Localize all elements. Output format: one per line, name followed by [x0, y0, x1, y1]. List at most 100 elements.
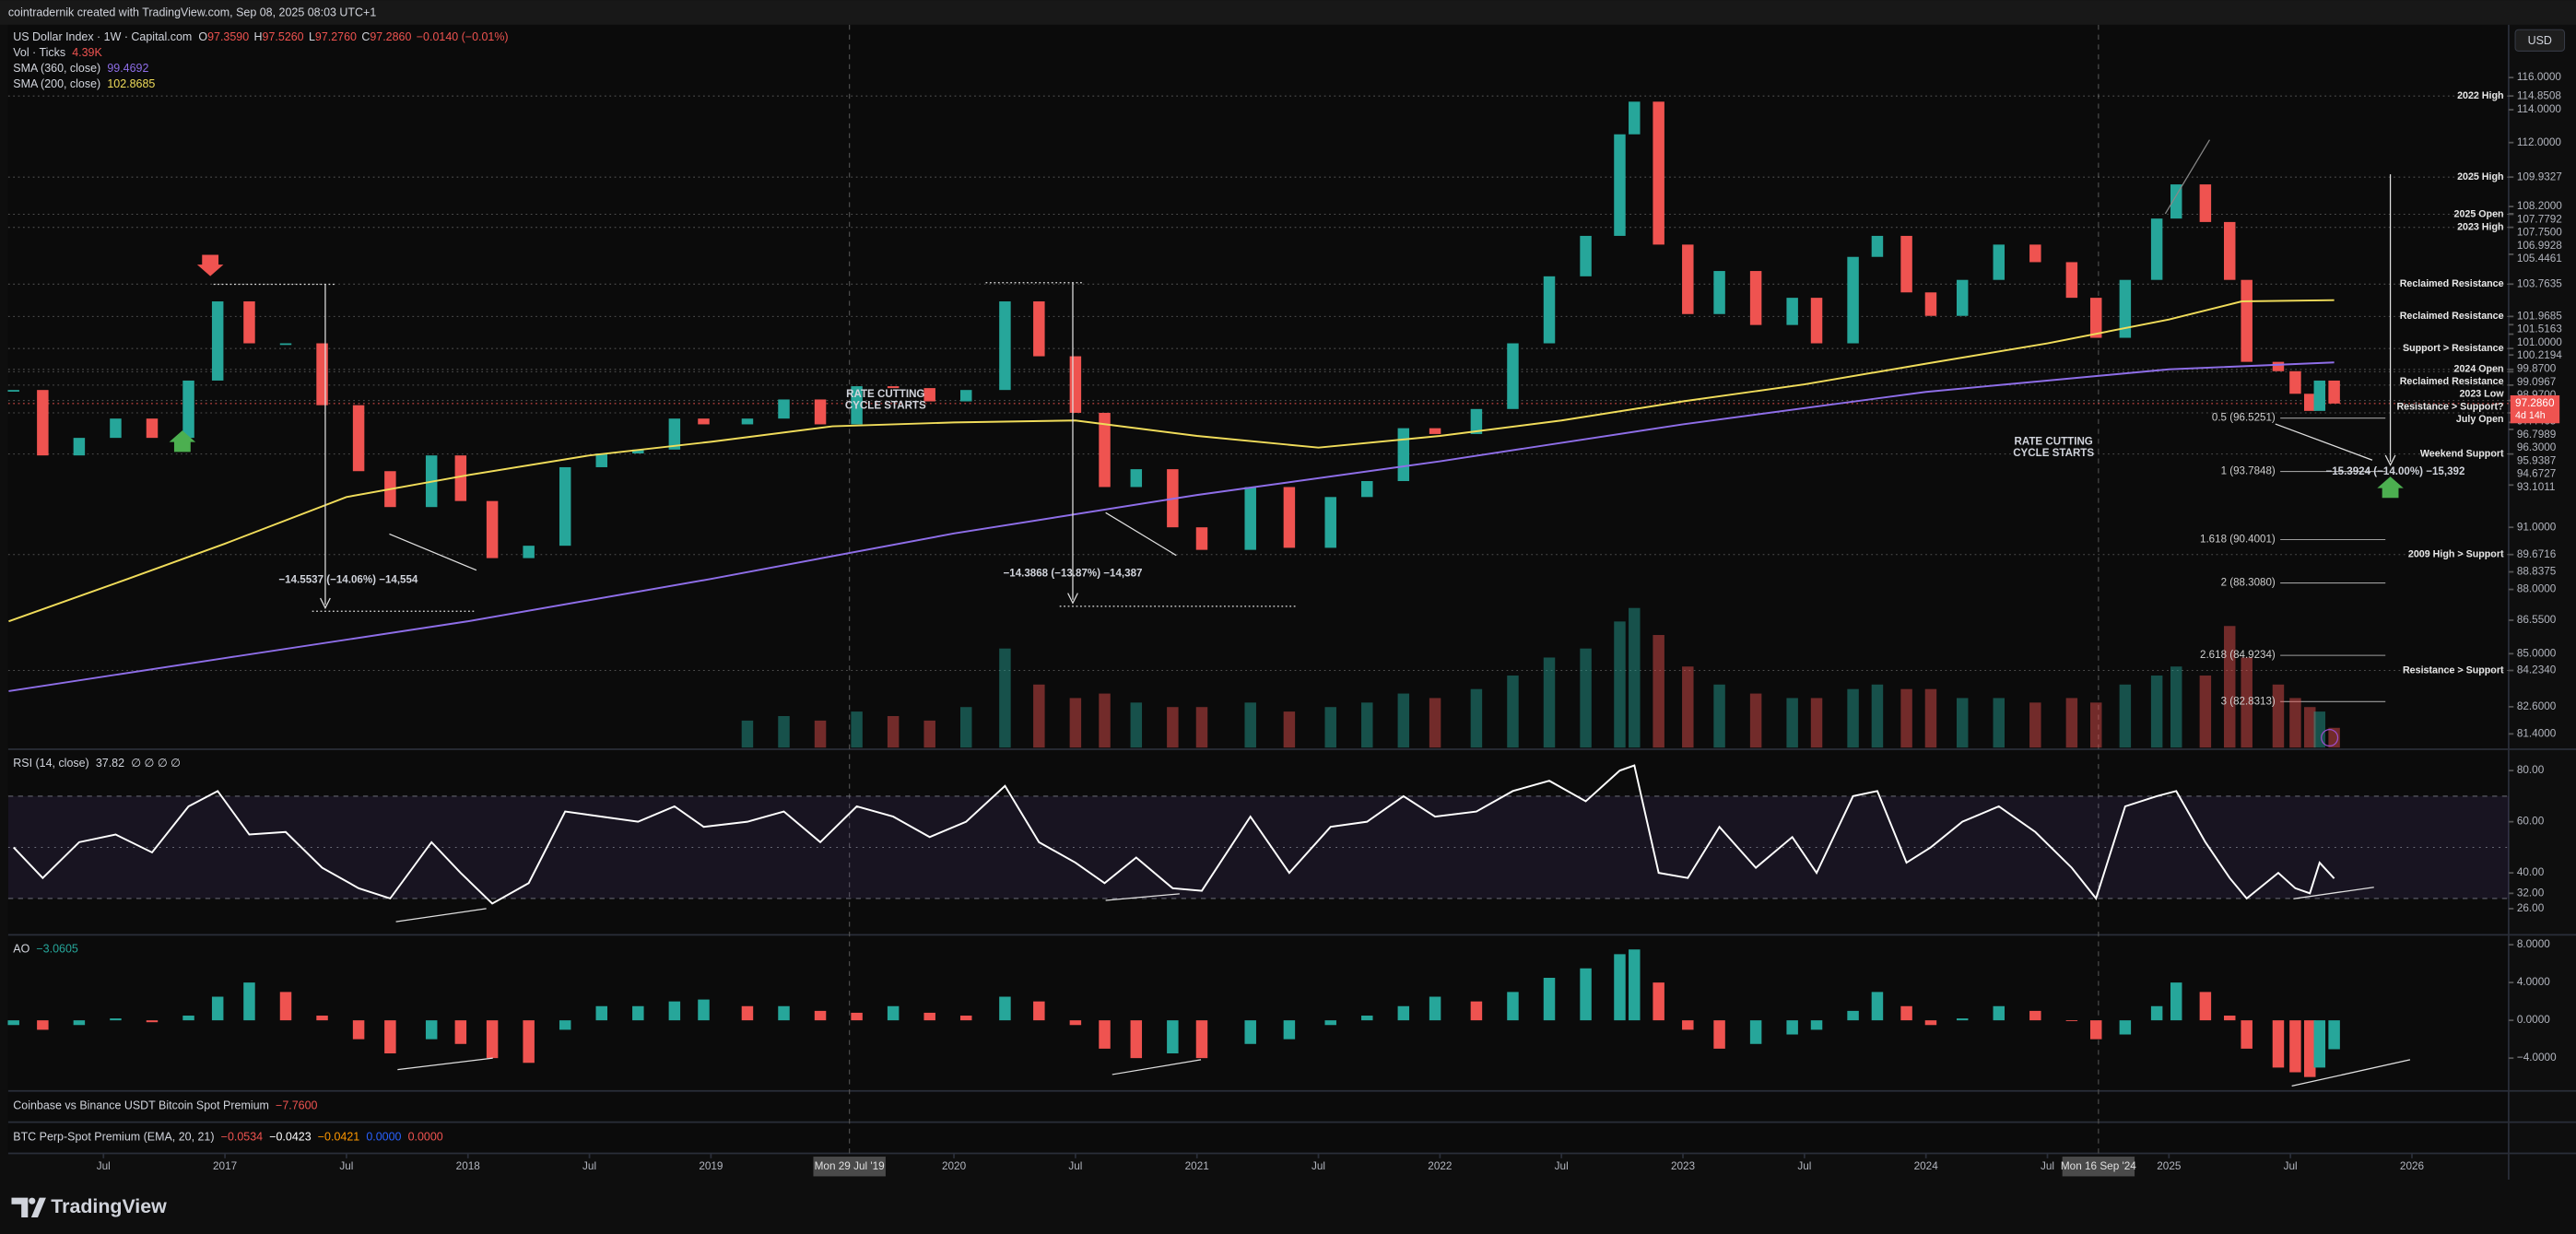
ao-bar: [279, 992, 292, 1021]
y-tick-label: 94.6727: [2517, 468, 2556, 480]
header-text: cointradernik created with TradingView.c…: [8, 6, 376, 19]
ao-bar: [384, 1020, 396, 1054]
ao-bar: [999, 996, 1011, 1021]
annotation: CYCLE STARTS: [2013, 448, 2094, 459]
ao-bar: [2313, 1020, 2326, 1068]
volume-bar: [2241, 657, 2253, 748]
axes: Jul 2017 Jul 2018 Jul 2019 2020 Jul 2021 Jul 2022 J…: [97, 71, 2562, 1177]
event-icon[interactable]: [2321, 728, 2339, 747]
legend-line: US Dollar Index · 1W · Capital.com O97.35…: [13, 30, 508, 43]
candle: [2328, 380, 2340, 404]
ao-bar: [2289, 1020, 2301, 1073]
volume-bar: [1470, 688, 1483, 748]
ao-bar: [923, 1012, 935, 1021]
ao-bar: [632, 1005, 644, 1021]
divergence-line: [2293, 887, 2374, 899]
ao-bar: [1924, 1020, 1937, 1026]
volume-bar: [2089, 702, 2102, 748]
ao-bar: [1244, 1020, 1256, 1044]
x-tick-label: 2020: [942, 1160, 967, 1172]
x-tick-label: Jul: [1068, 1160, 1082, 1172]
volume-bar: [1900, 688, 1912, 748]
annotation: RATE CUTTING: [2014, 437, 2092, 448]
ao-bar: [523, 1020, 535, 1064]
candle: [1033, 301, 1045, 357]
ao-bar: [2224, 1016, 2236, 1021]
legend-part: 37.82: [96, 757, 124, 770]
x-tick-label: 2025: [2157, 1160, 2182, 1172]
ao-bar: [851, 1012, 863, 1021]
candle: [1283, 487, 1296, 548]
ao-bar: [1099, 1020, 1111, 1049]
legend-part: SMA (360, close): [13, 62, 100, 75]
data-layer: 2022 High 2025 High 2025 Open 2023 High Recl…: [7, 90, 2504, 1077]
candle: [1361, 480, 1373, 498]
y-tick-label: 106.9928: [2517, 240, 2562, 252]
candle: [1713, 271, 1725, 314]
y-tick-label: 89.6716: [2517, 548, 2557, 560]
volume-bar: [1993, 698, 2006, 748]
candle: [559, 466, 571, 546]
level-name: Reclaimed Resistance: [2400, 278, 2504, 289]
y-tick-label: 114.8508: [2517, 89, 2562, 101]
ao-bar: [1470, 1001, 1483, 1021]
arrow-head: [320, 597, 331, 610]
ao-bar: [243, 982, 255, 1021]
arrow-head: [2384, 454, 2396, 467]
volume-bar: [1682, 666, 1694, 748]
y-tick-label: 84.2340: [2517, 664, 2557, 676]
footer-bar: [0, 1181, 2576, 1234]
divergence-line: [1105, 893, 1180, 901]
volume-bar: [778, 715, 790, 748]
ao-bar: [1324, 1020, 1336, 1026]
volume-bar: [1283, 711, 1296, 748]
candle: [1749, 271, 1762, 325]
level-name: Weekend Support: [2420, 448, 2504, 459]
legends: US Dollar Index · 1W · Capital.com O97.35…: [13, 30, 508, 1143]
y-tick-label: 99.0967: [2517, 376, 2556, 388]
legend-part: C: [361, 30, 370, 43]
candle: [1580, 235, 1592, 276]
ao-bar: [2328, 1020, 2340, 1050]
currency-button[interactable]: [2514, 29, 2566, 52]
divergence-line: [1112, 1059, 1202, 1075]
ao-bar: [1749, 1020, 1762, 1044]
candle: [1507, 343, 1519, 409]
countdown: 4d 14h: [2515, 410, 2546, 421]
ao-bar: [887, 1005, 900, 1021]
measure-label: −14.5537 (−14.06%) −14,554: [278, 574, 418, 585]
legend-part: L: [309, 30, 315, 43]
y-tick-label: 8.0000: [2517, 938, 2550, 950]
volume-bar: [1847, 688, 1859, 748]
y-tick-label: 109.9327: [2517, 170, 2562, 182]
legend-part: Coinbase vs Binance USDT Bitcoin Spot Pr…: [13, 1099, 269, 1112]
volume-bar: [1629, 607, 1641, 748]
y-tick-label: 96.7989: [2517, 429, 2556, 441]
ao-bar: [2199, 992, 2212, 1021]
candle: [2119, 279, 2132, 338]
ao-bar: [2029, 1010, 2041, 1021]
ao-bar: [37, 1020, 49, 1030]
y-tick-label: 107.7792: [2517, 213, 2562, 225]
ao-bar: [1543, 978, 1556, 1021]
ao-bar: [454, 1020, 467, 1044]
y-tick-label: 116.0000: [2517, 71, 2562, 83]
ao-bar: [211, 996, 224, 1021]
volume-bar: [1324, 707, 1336, 748]
legend-part: 0.0000: [408, 1131, 443, 1144]
ao-bar: [486, 1020, 499, 1059]
candle: [454, 455, 467, 501]
candle: [1956, 279, 1969, 316]
ao-bar: [1810, 1020, 1823, 1030]
x-tick-label: 2024: [1914, 1160, 1939, 1172]
y-tick-label: 60.00: [2517, 816, 2545, 828]
ao-bar: [146, 1020, 159, 1023]
ao-bar: [1429, 996, 1441, 1021]
level-name: Reclaimed Resistance: [2400, 376, 2504, 387]
y-tick-label: −4.0000: [2517, 1052, 2557, 1064]
legend-part: SMA (200, close): [13, 77, 100, 90]
candle: [595, 453, 607, 467]
level-name: Support > Resistance: [2403, 343, 2504, 354]
ao-bar: [1283, 1020, 1296, 1040]
candle: [778, 399, 790, 419]
